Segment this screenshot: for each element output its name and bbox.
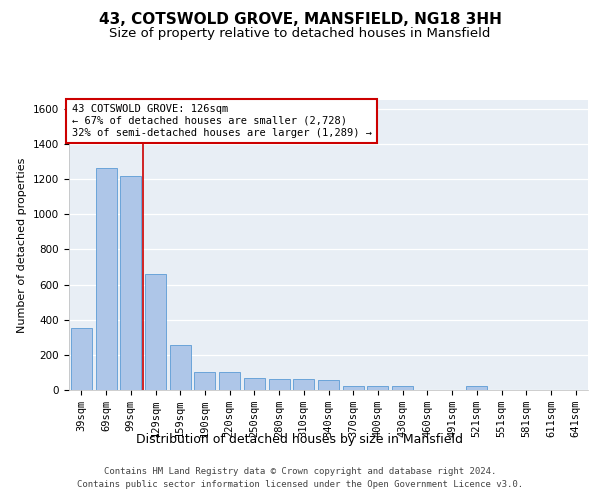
Text: Contains public sector information licensed under the Open Government Licence v3: Contains public sector information licen…	[77, 480, 523, 489]
Bar	[466, 386, 487, 390]
Bar	[269, 378, 290, 390]
Bar	[95, 168, 116, 390]
Bar	[293, 378, 314, 390]
Bar	[145, 274, 166, 390]
Text: Contains HM Land Registry data © Crown copyright and database right 2024.: Contains HM Land Registry data © Crown c…	[104, 468, 496, 476]
Bar	[71, 328, 92, 390]
Bar	[343, 386, 364, 390]
Text: Distribution of detached houses by size in Mansfield: Distribution of detached houses by size …	[137, 432, 464, 446]
Text: 43, COTSWOLD GROVE, MANSFIELD, NG18 3HH: 43, COTSWOLD GROVE, MANSFIELD, NG18 3HH	[98, 12, 502, 28]
Text: Size of property relative to detached houses in Mansfield: Size of property relative to detached ho…	[109, 28, 491, 40]
Text: 43 COTSWOLD GROVE: 126sqm
← 67% of detached houses are smaller (2,728)
32% of se: 43 COTSWOLD GROVE: 126sqm ← 67% of detac…	[71, 104, 371, 138]
Bar	[244, 378, 265, 390]
Bar	[367, 386, 388, 390]
Bar	[170, 345, 191, 390]
Bar	[318, 380, 339, 390]
Bar	[219, 372, 240, 390]
Bar	[120, 176, 141, 390]
Y-axis label: Number of detached properties: Number of detached properties	[17, 158, 28, 332]
Bar	[392, 386, 413, 390]
Bar	[194, 372, 215, 390]
